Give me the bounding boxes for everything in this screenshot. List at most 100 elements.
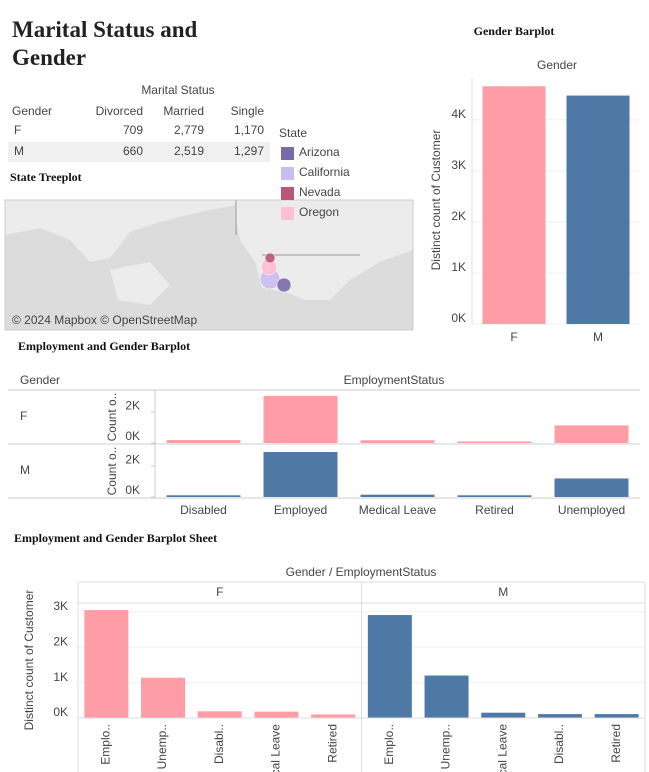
cell: 2,779	[174, 123, 204, 137]
y-tick-label: 2K	[125, 398, 140, 412]
y-tick-label: 0K	[451, 311, 466, 325]
chart-title: Employment and Gender Barplot Sheet	[14, 531, 217, 545]
y-tick-label: 2K	[125, 452, 140, 466]
facet-label: F	[216, 585, 223, 599]
bar	[360, 440, 435, 443]
bar	[481, 712, 526, 718]
row-label: M	[20, 463, 30, 477]
y-tick-label: 0K	[125, 429, 140, 443]
bar	[263, 452, 338, 497]
bar	[141, 677, 186, 718]
row-band	[8, 142, 270, 162]
bar	[554, 478, 629, 497]
legend-label: Oregon	[299, 205, 339, 219]
x-tick-label: Disabled	[180, 503, 227, 517]
column-label: Married	[163, 104, 204, 118]
bar	[537, 714, 582, 718]
row-label: F	[20, 409, 27, 423]
x-tick-label: Retired	[475, 503, 514, 517]
land	[236, 200, 413, 300]
x-tick-label: Emplo..	[99, 724, 113, 765]
y-tick-label: 2K	[53, 634, 68, 648]
y-tick-label: 0K	[125, 483, 140, 497]
legend-swatch	[281, 207, 294, 220]
x-tick-label: Unemployed	[558, 503, 625, 517]
cell: 1,170	[234, 123, 264, 137]
bar	[554, 425, 629, 443]
column-header: EmploymentStatus	[344, 373, 445, 387]
x-tick-label: Emplo..	[382, 724, 396, 765]
legend-title: State	[279, 126, 307, 140]
legend-swatch	[281, 147, 294, 160]
y-axis-label: Distinct count of Customer	[22, 590, 36, 731]
column-label: Single	[231, 104, 265, 118]
x-tick-label: F	[510, 330, 517, 344]
bar	[457, 441, 532, 443]
land	[5, 200, 236, 262]
x-tick-label: Disabl..	[552, 724, 566, 764]
cell: 660	[123, 144, 143, 158]
column-header: Gender	[537, 58, 577, 72]
y-axis-label: Distinct count of Customer	[429, 130, 443, 271]
x-tick-label: Employed	[274, 503, 327, 517]
chart-title: Gender Barplot	[474, 24, 555, 38]
y-tick-label: 1K	[451, 260, 466, 274]
x-tick-label: Medical Leave	[495, 724, 509, 772]
chart-title: Employment and Gender Barplot	[18, 339, 190, 353]
bar	[424, 675, 469, 718]
bar	[457, 495, 532, 497]
bar	[263, 395, 338, 443]
column-header: Gender / EmploymentStatus	[286, 565, 437, 579]
column-header: Marital Status	[141, 83, 214, 97]
x-tick-label: Unemp..	[155, 724, 169, 769]
bar	[566, 95, 630, 324]
bar	[166, 495, 241, 497]
table-title: Marital Status and Gender	[12, 17, 198, 70]
x-tick-label: Disabl..	[212, 724, 226, 764]
legend-label: Arizona	[299, 145, 340, 159]
map-attribution: © 2024 Mapbox © OpenStreetMap	[12, 313, 197, 327]
cell: 2,519	[174, 144, 204, 158]
bar	[197, 711, 242, 718]
x-tick-label: Medical Leave	[359, 503, 437, 517]
legend-label: Nevada	[299, 185, 341, 199]
y-tick-label: 4K	[451, 107, 466, 121]
y-axis-label: Count o..	[105, 447, 119, 496]
bar	[367, 615, 412, 718]
x-tick-label: M	[593, 330, 603, 344]
bar	[360, 494, 435, 497]
row-label: F	[14, 123, 21, 137]
y-axis-label: Count o..	[105, 393, 119, 442]
x-tick-label: Retired	[325, 724, 339, 763]
y-tick-label: 0K	[53, 705, 68, 719]
legend-label: California	[299, 165, 350, 179]
y-tick-label: 1K	[53, 670, 68, 684]
bar	[84, 610, 129, 718]
x-tick-label: Medical Leave	[269, 724, 283, 772]
row-label: M	[14, 144, 24, 158]
cell: 1,297	[234, 144, 264, 158]
bar	[482, 86, 546, 324]
y-tick-label: 3K	[53, 599, 68, 613]
y-tick-label: 2K	[451, 209, 466, 223]
legend-swatch	[281, 187, 294, 200]
row-header: Gender	[12, 104, 52, 118]
map-title: State Treeplot	[10, 170, 82, 184]
facet-label: M	[498, 585, 508, 599]
map-frame	[4, 199, 414, 331]
state-mark	[264, 252, 276, 264]
cell: 709	[123, 123, 143, 137]
bar	[254, 711, 299, 718]
bar	[311, 714, 356, 718]
row-header: Gender	[20, 373, 60, 387]
column-label: Divorced	[96, 104, 143, 118]
land	[110, 262, 170, 305]
y-tick-label: 3K	[451, 158, 466, 172]
x-tick-label: Unemp..	[439, 724, 453, 769]
legend-swatch	[281, 167, 294, 180]
state-mark	[276, 277, 292, 293]
x-tick-label: Retired	[609, 724, 623, 763]
bar	[166, 440, 241, 443]
